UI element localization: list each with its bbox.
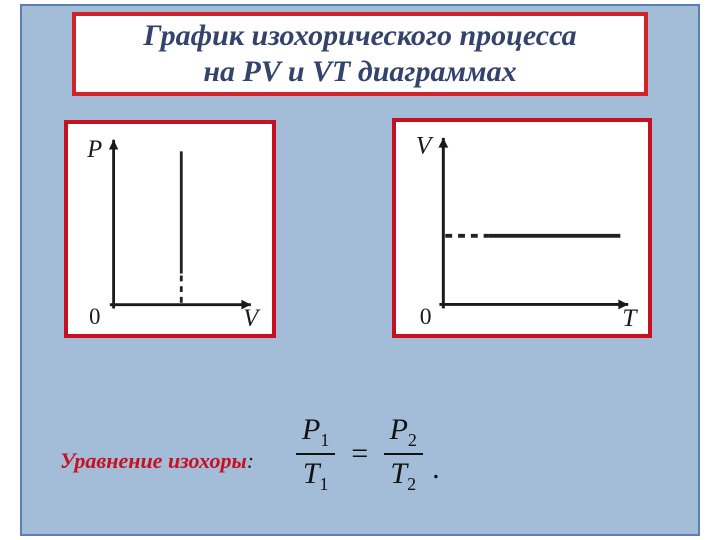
slide-frame: График изохорического процесса на PV и V… [20, 4, 700, 536]
equation-label-text: Уравнение изохоры [60, 448, 247, 473]
vt-y-label: V [416, 131, 435, 160]
chart-pv-svg: P V 0 [76, 132, 264, 326]
chart-vt: V T 0 [404, 130, 640, 326]
title-line-1: График изохорического процесса [86, 18, 634, 54]
fraction-rhs: P2 T2 [384, 413, 423, 495]
period: . [433, 452, 441, 494]
fraction-lhs: P1 T1 [296, 413, 335, 495]
chart-vt-frame: V T 0 [392, 118, 652, 338]
title-line-2: на PV и VT диаграммах [86, 54, 634, 90]
chart-pv: P V 0 [76, 132, 264, 326]
title-box: График изохорического процесса на PV и V… [72, 12, 648, 96]
chart-pv-frame: P V 0 [64, 120, 276, 338]
pv-x-label: V [243, 305, 261, 326]
fraction-bar [296, 453, 335, 455]
pv-y-label: P [86, 136, 102, 163]
fraction-bar [384, 453, 423, 455]
equation-label: Уравнение изохоры: [60, 448, 254, 474]
equals-sign: = [349, 437, 369, 471]
vt-x-label: T [622, 303, 638, 326]
vt-origin: 0 [420, 304, 432, 326]
equation-formula: P1 T1 = P2 T2 . [290, 414, 530, 494]
chart-vt-svg: V T 0 [404, 130, 640, 326]
pv-origin: 0 [89, 304, 100, 326]
